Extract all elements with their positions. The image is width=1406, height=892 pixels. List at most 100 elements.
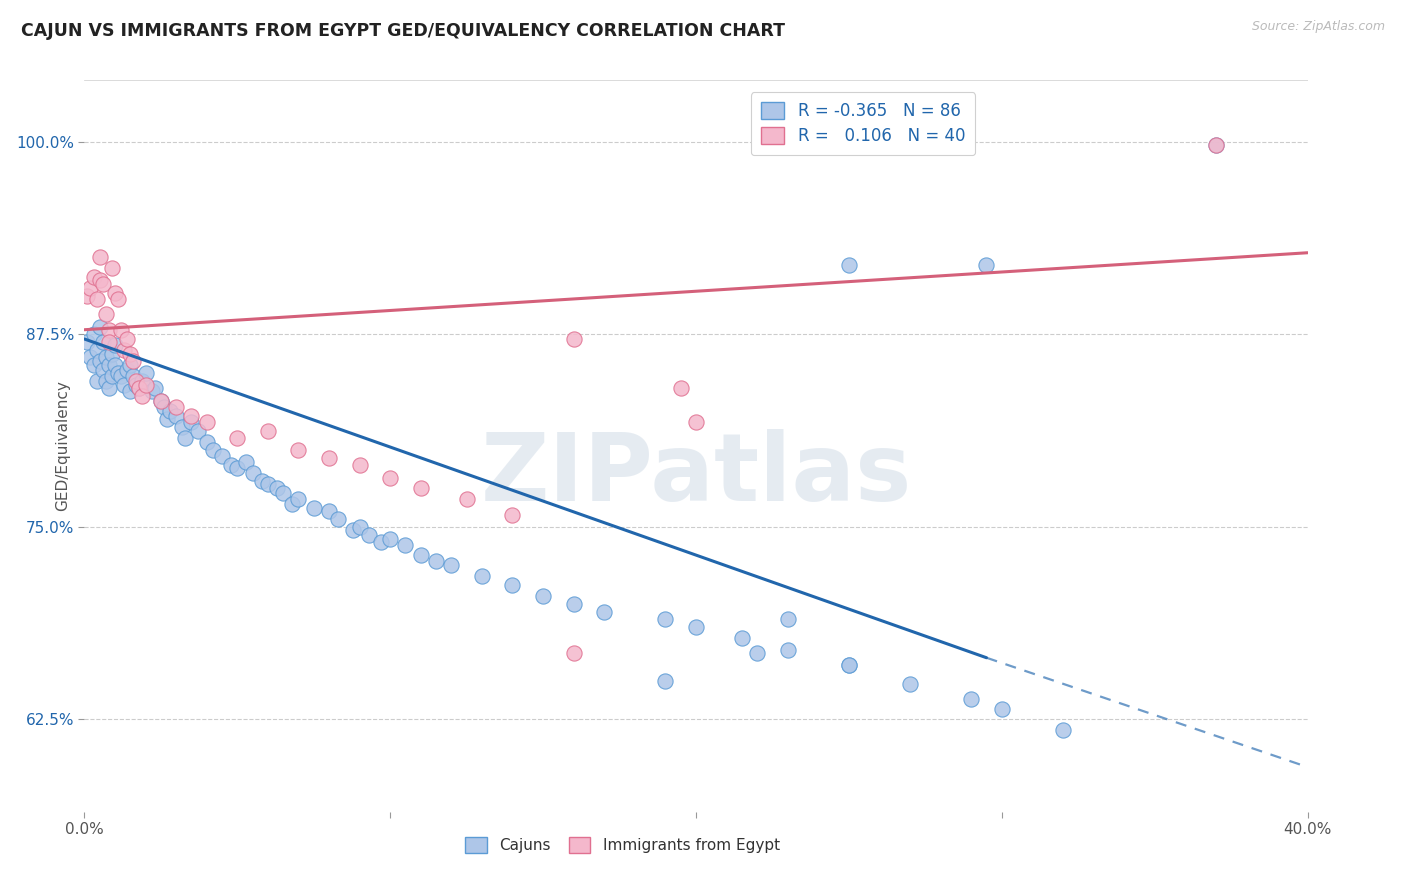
Point bbox=[101, 368, 124, 383]
Point bbox=[531, 589, 554, 603]
Point bbox=[685, 620, 707, 634]
Point bbox=[97, 323, 120, 337]
Point bbox=[128, 381, 150, 395]
Point bbox=[101, 261, 124, 276]
Point bbox=[357, 527, 380, 541]
Point bbox=[131, 374, 153, 388]
Point bbox=[115, 332, 138, 346]
Point bbox=[302, 501, 325, 516]
Point bbox=[562, 646, 585, 660]
Point bbox=[195, 435, 218, 450]
Point bbox=[104, 338, 127, 352]
Point bbox=[1205, 138, 1227, 153]
Text: CAJUN VS IMMIGRANTS FROM EGYPT GED/EQUIVALENCY CORRELATION CHART: CAJUN VS IMMIGRANTS FROM EGYPT GED/EQUIV… bbox=[21, 22, 785, 40]
Point bbox=[141, 384, 163, 399]
Point bbox=[115, 363, 138, 377]
Point bbox=[409, 481, 432, 495]
Point bbox=[838, 258, 860, 272]
Text: Source: ZipAtlas.com: Source: ZipAtlas.com bbox=[1251, 20, 1385, 33]
Point bbox=[960, 692, 983, 706]
Point bbox=[153, 400, 176, 414]
Point bbox=[838, 658, 860, 673]
Point bbox=[219, 458, 242, 473]
Point bbox=[107, 292, 129, 306]
Point bbox=[86, 292, 108, 306]
Point bbox=[122, 368, 145, 383]
Point bbox=[89, 273, 111, 287]
Point bbox=[104, 358, 127, 372]
Point bbox=[76, 289, 98, 303]
Point bbox=[562, 332, 585, 346]
Point bbox=[101, 347, 124, 361]
Point bbox=[281, 497, 304, 511]
Point bbox=[1205, 138, 1227, 153]
Point bbox=[776, 643, 799, 657]
Point bbox=[89, 319, 111, 334]
Point bbox=[180, 409, 202, 423]
Y-axis label: GED/Equivalency: GED/Equivalency bbox=[55, 381, 70, 511]
Point bbox=[107, 366, 129, 380]
Point bbox=[257, 476, 280, 491]
Point bbox=[456, 492, 478, 507]
Point bbox=[91, 363, 114, 377]
Point bbox=[593, 605, 616, 619]
Point bbox=[731, 631, 754, 645]
Point bbox=[97, 334, 120, 349]
Point bbox=[991, 701, 1014, 715]
Point bbox=[425, 554, 447, 568]
Point bbox=[174, 431, 197, 445]
Point bbox=[149, 393, 172, 408]
Point bbox=[97, 381, 120, 395]
Point bbox=[186, 425, 208, 439]
Point bbox=[838, 658, 860, 673]
Point bbox=[440, 558, 463, 573]
Point bbox=[502, 578, 524, 592]
Point bbox=[91, 277, 114, 291]
Point bbox=[342, 523, 364, 537]
Point bbox=[349, 520, 371, 534]
Point bbox=[83, 358, 105, 372]
Point bbox=[128, 381, 150, 395]
Point bbox=[97, 358, 120, 372]
Point bbox=[172, 419, 194, 434]
Point bbox=[79, 351, 101, 365]
Point bbox=[94, 351, 117, 365]
Point bbox=[380, 470, 402, 484]
Point bbox=[318, 504, 340, 518]
Point bbox=[318, 450, 340, 465]
Point bbox=[328, 512, 350, 526]
Point bbox=[685, 415, 707, 429]
Point bbox=[110, 323, 132, 337]
Point bbox=[120, 358, 142, 372]
Point bbox=[120, 347, 142, 361]
Point bbox=[180, 415, 202, 429]
Point bbox=[110, 368, 132, 383]
Point bbox=[235, 455, 257, 469]
Point bbox=[266, 481, 288, 495]
Point bbox=[159, 404, 181, 418]
Point bbox=[287, 492, 309, 507]
Point bbox=[165, 400, 187, 414]
Point bbox=[271, 486, 294, 500]
Point bbox=[104, 285, 127, 300]
Point bbox=[143, 381, 166, 395]
Point bbox=[89, 353, 111, 368]
Point bbox=[76, 334, 98, 349]
Point bbox=[131, 389, 153, 403]
Point bbox=[409, 548, 432, 562]
Point bbox=[83, 327, 105, 342]
Point bbox=[654, 673, 676, 688]
Point bbox=[211, 449, 233, 463]
Point bbox=[122, 353, 145, 368]
Text: ZIPatlas: ZIPatlas bbox=[481, 429, 911, 521]
Point bbox=[776, 612, 799, 626]
Point bbox=[654, 612, 676, 626]
Point bbox=[149, 393, 172, 408]
Point bbox=[125, 374, 148, 388]
Point bbox=[94, 307, 117, 321]
Point bbox=[471, 569, 494, 583]
Point bbox=[562, 597, 585, 611]
Point bbox=[380, 532, 402, 546]
Point bbox=[83, 270, 105, 285]
Point bbox=[747, 646, 769, 660]
